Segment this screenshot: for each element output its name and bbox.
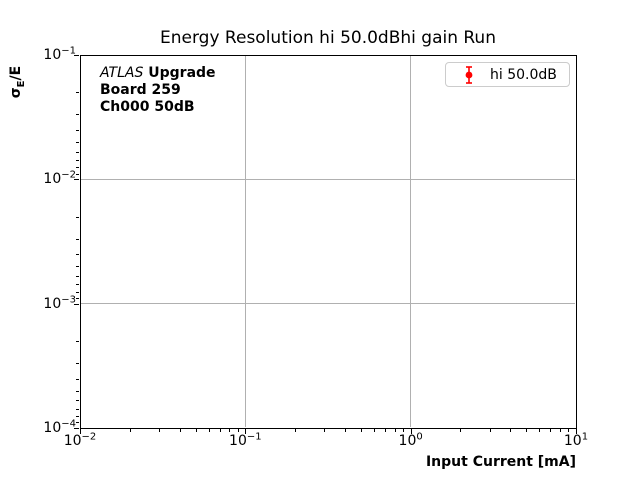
x-minor-tick <box>403 429 405 432</box>
y-minor-tick <box>76 160 79 162</box>
y-minor-tick <box>76 276 79 278</box>
x-tick-label: 100 <box>398 431 423 449</box>
y-minor-tick <box>76 173 79 175</box>
y-minor-tick <box>76 291 79 293</box>
x-minor-tick <box>489 429 491 432</box>
y-tick-label: 10−4 <box>43 418 76 436</box>
y-minor-tick <box>76 238 79 240</box>
y-minor-tick <box>76 378 79 380</box>
annotation-line-2: Board 259 <box>100 82 181 98</box>
y-minor-tick <box>76 114 79 116</box>
x-major-tick <box>576 429 577 434</box>
errorbar-marker-icon <box>465 65 473 84</box>
y-tick-label-exponent: −4 <box>61 418 76 430</box>
x-minor-tick <box>229 429 231 432</box>
x-minor-tick <box>510 429 512 432</box>
y-axis-label-symbol: σ <box>8 87 24 99</box>
x-tick-label: 10−2 <box>63 431 97 449</box>
chart-title: Energy Resolution hi 50.0dBhi gain Run <box>160 28 496 48</box>
x-minor-tick <box>195 429 197 432</box>
x-minor-tick <box>385 429 387 432</box>
x-minor-tick <box>219 429 221 432</box>
y-minor-tick <box>76 408 79 410</box>
legend-entry-label: hi 50.0dB <box>490 66 557 83</box>
x-tick-label-exponent: −1 <box>246 431 262 443</box>
y-minor-tick <box>76 167 79 169</box>
y-minor-tick <box>76 92 79 94</box>
y-axis-label-suffix: /E <box>8 65 24 81</box>
x-minor-tick <box>179 429 181 432</box>
y-tick-label: 10−2 <box>43 169 76 188</box>
x-minor-tick <box>539 429 541 432</box>
y-minor-tick <box>76 266 79 268</box>
y-axis-label-subscript: E <box>15 80 27 88</box>
y-tick-label-exponent: −3 <box>61 294 76 305</box>
y-minor-tick <box>76 141 79 143</box>
x-tick-label-exponent: 0 <box>416 431 423 443</box>
y-tick-label: 10−1 <box>43 45 76 63</box>
y-minor-tick <box>76 284 79 286</box>
annotation-atlas-text: ATLAS <box>100 65 144 81</box>
x-minor-tick <box>158 429 160 432</box>
x-tick-label: 101 <box>563 431 589 449</box>
annotation-block: ATLAS Upgrade Board 259 Ch000 50dB <box>100 65 216 116</box>
y-axis-label: σE/E <box>8 65 27 99</box>
y-tick-label-exponent: −1 <box>61 45 76 57</box>
x-tick-label-exponent: −2 <box>81 431 97 443</box>
x-minor-tick <box>208 429 210 432</box>
vertical-gridline <box>410 56 412 427</box>
x-minor-tick <box>344 429 346 432</box>
x-minor-tick <box>295 429 297 432</box>
x-minor-tick <box>460 429 462 432</box>
x-axis-label: Input Current [mA] <box>425 454 576 470</box>
annotation-line-1: ATLAS Upgrade <box>100 65 216 82</box>
y-minor-tick <box>76 129 79 131</box>
legend-box: hi 50.0dB <box>445 62 570 87</box>
y-major-tick <box>74 55 79 56</box>
y-minor-tick <box>76 216 79 218</box>
x-major-tick <box>410 429 412 434</box>
x-minor-tick <box>129 429 131 432</box>
x-tick-label: 10−1 <box>229 431 262 449</box>
y-tick-label: 10−3 <box>43 294 76 312</box>
y-minor-tick <box>76 390 79 392</box>
y-minor-tick <box>76 151 79 153</box>
x-major-tick <box>80 429 81 434</box>
x-minor-tick <box>568 429 570 432</box>
x-minor-tick <box>394 429 396 432</box>
y-tick-label-exponent: −2 <box>61 169 76 181</box>
y-minor-tick <box>76 415 79 417</box>
x-minor-tick <box>360 429 362 432</box>
horizontal-gridline <box>81 303 575 305</box>
x-major-tick <box>245 429 247 434</box>
y-minor-tick <box>76 362 79 364</box>
annotation-upgrade-text: Upgrade <box>148 65 216 81</box>
vertical-gridline <box>244 56 246 427</box>
x-minor-tick <box>324 429 326 432</box>
y-major-tick <box>74 179 79 181</box>
plot-area <box>80 55 577 429</box>
x-minor-tick <box>237 429 239 432</box>
horizontal-gridline <box>81 178 575 180</box>
x-minor-tick <box>559 429 561 432</box>
x-tick-label-exponent: 1 <box>581 431 589 443</box>
x-minor-tick <box>373 429 375 432</box>
y-minor-tick <box>76 400 79 402</box>
y-minor-tick <box>76 254 79 256</box>
y-minor-tick <box>76 341 79 343</box>
y-minor-tick <box>76 422 79 424</box>
y-major-tick <box>74 428 79 429</box>
x-minor-tick <box>526 429 528 432</box>
y-major-tick <box>74 303 79 305</box>
y-minor-tick <box>76 297 79 299</box>
annotation-line-3: Ch000 50dB <box>100 99 195 115</box>
x-minor-tick <box>550 429 552 432</box>
